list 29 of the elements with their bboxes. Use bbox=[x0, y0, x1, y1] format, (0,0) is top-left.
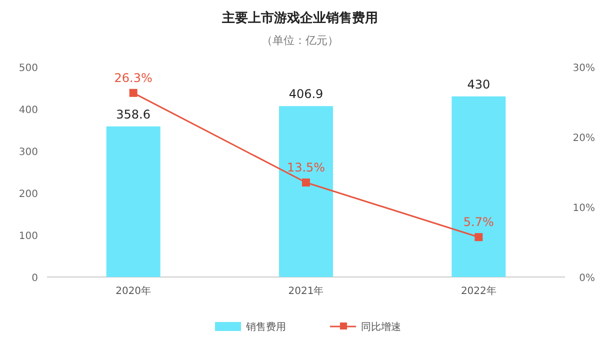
y-tick-label: 500 bbox=[18, 63, 38, 74]
y2-tick-label: 0% bbox=[579, 273, 595, 284]
data-label: 358.6 bbox=[116, 107, 151, 122]
legend-label: 销售费用 bbox=[245, 321, 286, 333]
bar bbox=[452, 96, 506, 277]
data-label: 406.9 bbox=[288, 87, 324, 102]
point bbox=[474, 233, 483, 242]
data-label: 5.7% bbox=[463, 215, 494, 230]
x-tick-label: 2020年 bbox=[116, 285, 152, 297]
legend-label: 同比增速 bbox=[361, 321, 401, 333]
y2-tick-label: 20% bbox=[572, 133, 595, 144]
y-tick-label: 100 bbox=[18, 231, 38, 242]
data-label: 13.5% bbox=[286, 160, 326, 174]
data-label: 26.3% bbox=[114, 70, 152, 85]
y-tick-label: 200 bbox=[18, 189, 38, 200]
x-tick-label: 2021年 bbox=[288, 285, 324, 297]
y-tick-label: 300 bbox=[18, 147, 38, 158]
x-tick-label: 2022年 bbox=[460, 285, 496, 297]
bar bbox=[279, 106, 333, 277]
y-tick-label: 0 bbox=[32, 273, 38, 284]
y2-tick-label: 10% bbox=[572, 203, 595, 214]
y-tick-label: 400 bbox=[18, 105, 38, 116]
bar bbox=[106, 126, 160, 277]
chart-subtitle: （单位：亿元） bbox=[262, 34, 338, 47]
data-label: 430 bbox=[467, 77, 490, 92]
chart-title: 主要上市游戏企业销售费用 bbox=[221, 10, 378, 26]
point bbox=[129, 88, 138, 97]
point bbox=[302, 178, 310, 186]
y2-tick-label: 30% bbox=[572, 63, 595, 74]
